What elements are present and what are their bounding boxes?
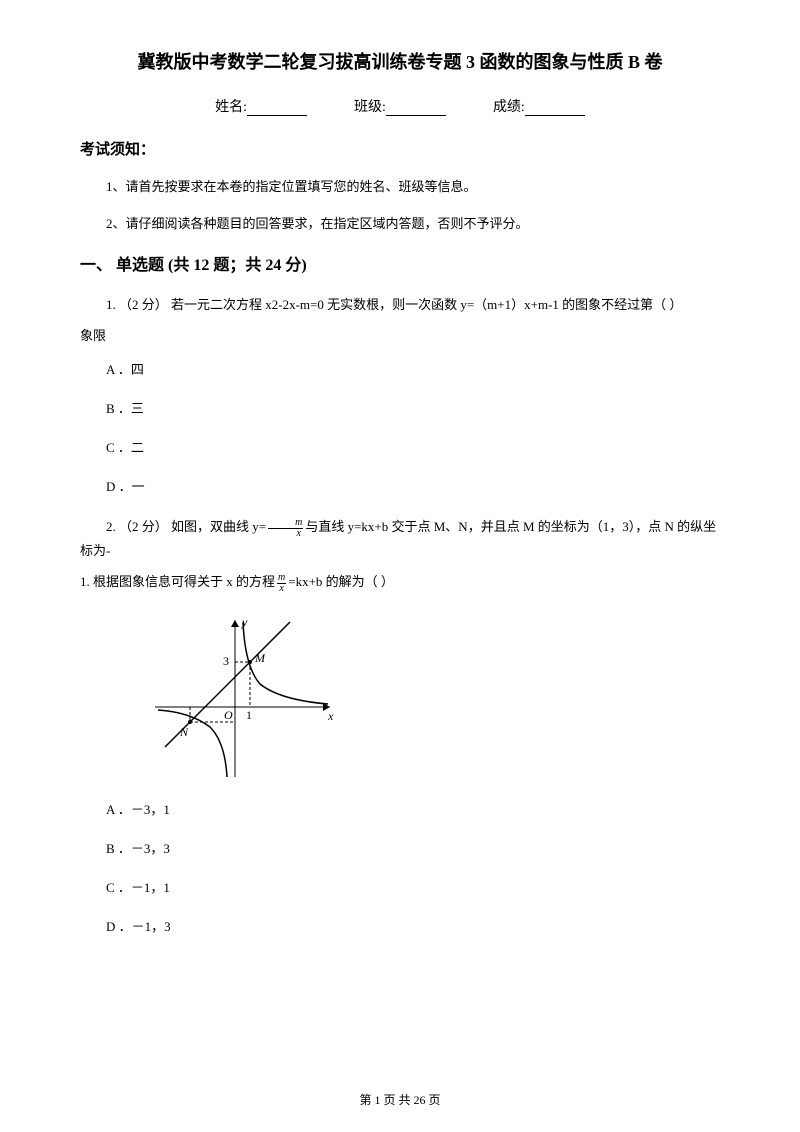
question-2: 2. （2 分） 如图，双曲线 y=mx与直线 y=kx+b 交于点 M、N，并… [80,515,720,934]
q2-opt-c: C ．－1，1 [80,877,720,896]
graph-label-3: 3 [223,654,229,668]
q2-opt-b: B ．－3，3 [80,838,720,857]
notice-item-1: 1、请首先按要求在本卷的指定位置填写您的姓名、班级等信息。 [80,177,720,198]
q1-stem-a: 1. （2 分） 若一元二次方程 x2‐2x‐m=0 无实数根，则一次函数 y=… [80,293,720,316]
q2-stem-d: =kx+b 的解为（ ） [288,574,394,589]
q1-opt-c: C ．二 [80,437,720,456]
q2-line1: 2. （2 分） 如图，双曲线 y=mx与直线 y=kx+b 交于点 M、N，并… [80,515,720,562]
fraction-1: mx [268,518,303,539]
notice-item-2: 2、请仔细阅读各种题目的回答要求，在指定区域内答题，否则不予评分。 [80,214,720,235]
graph-label-M: M [254,651,266,665]
notice-title: 考试须知： [80,138,720,159]
graph-label-y: y [241,615,248,629]
class-label: 班级: [354,100,386,115]
score-label: 成绩: [493,100,525,115]
question-1: 1. （2 分） 若一元二次方程 x2‐2x‐m=0 无实数根，则一次函数 y=… [80,293,720,496]
q2-line2: 1. 根据图象信息可得关于 x 的方程mx=kx+b 的解为（ ） [80,570,720,594]
q2-graph: y x O M N 3 1 [150,612,720,787]
q1-stem-b: 象限 [80,324,720,347]
name-label: 姓名: [215,100,247,115]
class-blank [386,102,446,116]
q1-opt-d: D ．一 [80,476,720,495]
score-blank [525,102,585,116]
q2-stem-c: 1. 根据图象信息可得关于 x 的方程 [80,574,275,589]
info-line: 姓名: 班级: 成绩: [80,96,720,116]
page-footer: 第 1 页 共 26 页 [0,1091,800,1108]
q2-stem-a: 2. （2 分） 如图，双曲线 y= [106,519,266,534]
graph-label-O: O [224,708,233,722]
graph-label-x: x [327,709,334,723]
graph-label-N: N [179,725,189,739]
q2-opt-a: A ．－3，1 [80,799,720,818]
fraction-2: mx [277,573,286,594]
name-blank [247,102,307,116]
page-title: 冀教版中考数学二轮复习拔高训练卷专题 3 函数的图象与性质 B 卷 [80,48,720,74]
section-title: 一、 单选题 (共 12 题；共 24 分) [80,251,720,275]
q1-opt-a: A ．四 [80,359,720,378]
q2-opt-d: D ．－1，3 [80,916,720,935]
q1-opt-b: B ．三 [80,398,720,417]
graph-label-1: 1 [246,708,252,722]
